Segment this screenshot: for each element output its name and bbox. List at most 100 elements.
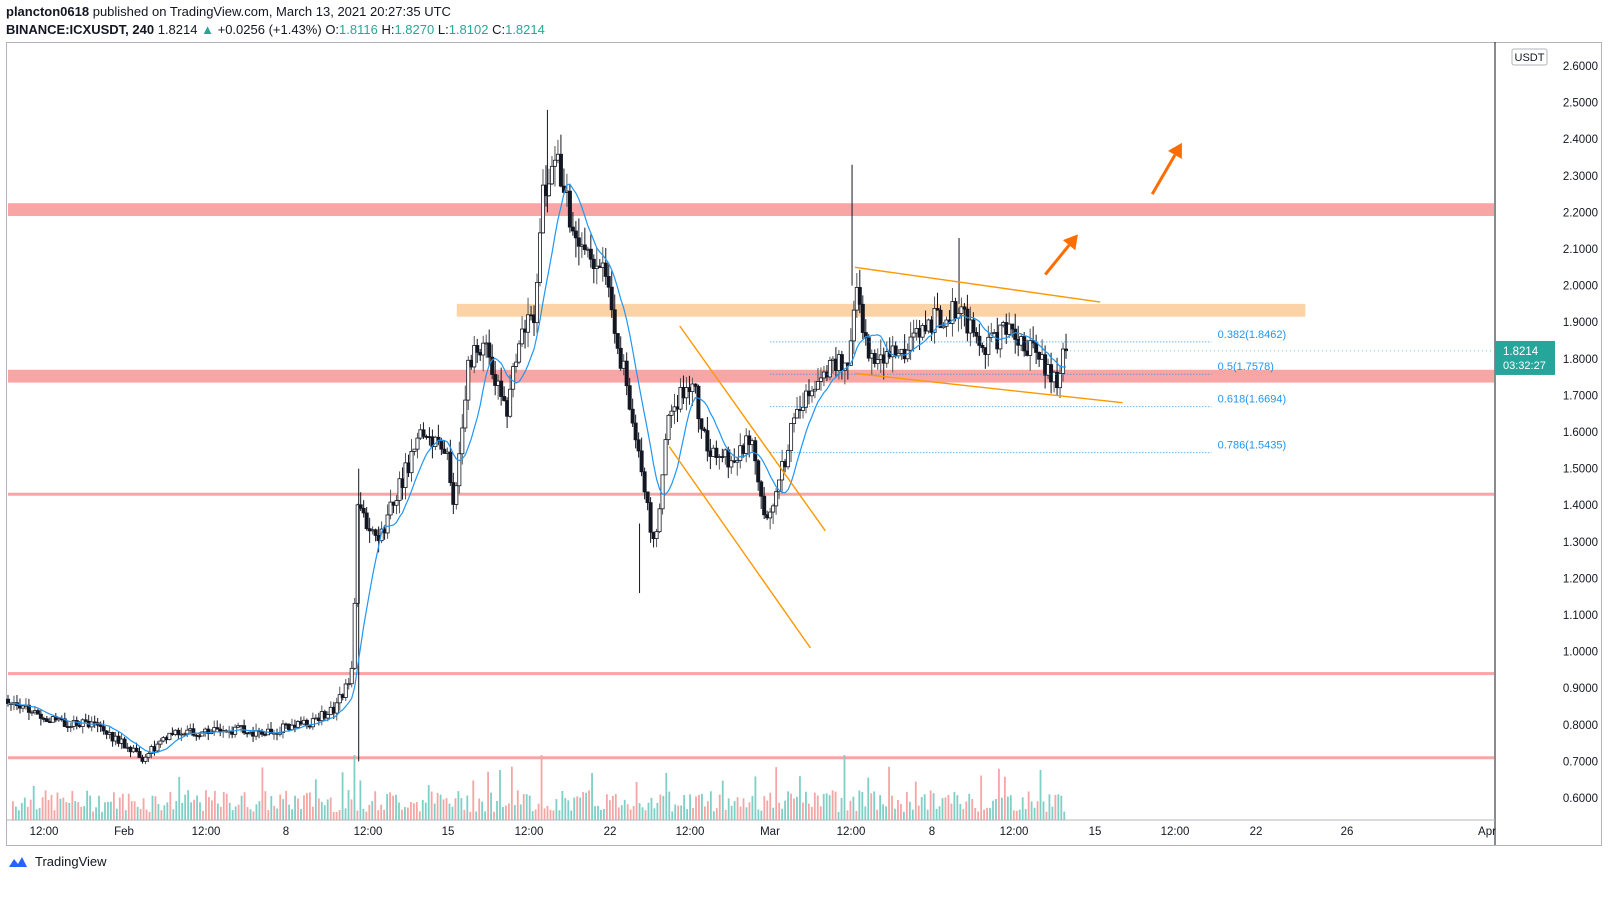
candle: [526, 297, 531, 348]
volume-bar: [825, 793, 828, 820]
volume-bar: [193, 799, 195, 820]
volume-bar: [974, 808, 977, 820]
time-tick-label: 12:00: [676, 826, 705, 838]
last-price-tag: [1495, 340, 1555, 375]
candle: [487, 329, 492, 366]
volume-bar: [567, 800, 570, 820]
candle: [804, 384, 809, 414]
candle: [44, 715, 49, 722]
volume-bar: [983, 809, 985, 820]
volume-bar: [807, 803, 810, 820]
volume-bar: [626, 804, 629, 820]
volume-bar: [92, 811, 94, 820]
volume-bar: [769, 792, 772, 820]
candle: [490, 344, 495, 380]
arrow-head-icon-1: [1167, 142, 1182, 159]
volume-bar: [876, 809, 879, 820]
chart-pane[interactable]: [6, 42, 1602, 846]
volume-bar: [190, 802, 192, 820]
candle: [493, 360, 498, 396]
tradingview-brand: TradingView: [35, 854, 107, 869]
candle: [606, 263, 611, 298]
candle-body: [792, 417, 797, 424]
candle-body: [606, 276, 611, 288]
candle-body: [358, 504, 363, 509]
candle: [768, 507, 773, 530]
volume-bar: [950, 803, 953, 820]
candle: [158, 738, 163, 748]
volume-bar: [237, 804, 240, 820]
volume-bar: [650, 797, 653, 820]
price-tick-label: 1.2000: [1563, 573, 1598, 585]
candle-body: [182, 733, 187, 736]
candle-body: [385, 514, 390, 534]
price-tick-label: 1.3000: [1563, 537, 1598, 549]
volume-bar: [635, 781, 638, 820]
volume-bar: [873, 791, 876, 820]
price-tick-label: 0.6000: [1563, 793, 1598, 805]
volume-bar: [763, 796, 766, 820]
candle-body: [137, 751, 142, 758]
volume-bar: [772, 807, 775, 820]
volume-bar: [175, 801, 178, 820]
publish-info: plancton0618 published on TradingView.co…: [6, 4, 451, 19]
candle: [827, 356, 832, 381]
volume-bar: [614, 794, 617, 820]
candle-body: [998, 324, 1003, 350]
volume-bar: [668, 791, 671, 820]
time-tick-label: Feb: [114, 826, 134, 838]
tradingview-logo[interactable]: TradingView: [6, 854, 107, 869]
volume-bar: [356, 810, 359, 820]
candle-body: [185, 729, 190, 735]
volume-bar: [1054, 794, 1057, 820]
candle-body: [884, 351, 889, 364]
volume-bar: [112, 792, 115, 820]
candle: [373, 528, 378, 542]
candle-body: [122, 738, 127, 749]
open-value: 1.8116: [339, 22, 378, 37]
volume-bar: [276, 808, 279, 820]
publish-date: published on TradingView.com, March 13, …: [92, 4, 451, 19]
candle-body: [851, 309, 856, 342]
candle-body: [511, 366, 516, 390]
volume-bar: [136, 806, 139, 820]
candle: [762, 486, 767, 520]
volume-bar: [389, 792, 391, 820]
volume-bar: [335, 811, 338, 820]
candle-body: [866, 337, 871, 359]
candle-body: [415, 437, 420, 450]
volume-bar: [297, 798, 299, 820]
volume-bar: [992, 800, 994, 820]
volume-bar: [151, 795, 154, 820]
candle-body: [986, 336, 991, 355]
candle-body: [570, 226, 575, 232]
volume-bar: [629, 809, 632, 820]
volume-bar: [199, 802, 201, 820]
candle-body: [101, 726, 106, 732]
volume-bar: [475, 811, 478, 820]
author-name[interactable]: plancton0618: [6, 4, 90, 19]
candle-body: [630, 408, 635, 424]
volume-bar: [692, 807, 694, 820]
volume-bar: [368, 804, 371, 820]
volume-bar: [644, 810, 647, 820]
time-tick-label: 12:00: [515, 826, 544, 838]
price-tick-label: 1.8000: [1563, 354, 1598, 366]
volume-bar: [454, 798, 457, 820]
last-price-countdown: 03:32:27: [1503, 360, 1546, 372]
volume-bar: [1045, 811, 1048, 820]
candle: [1034, 334, 1039, 365]
candle: [122, 736, 127, 749]
volume-bar: [926, 809, 929, 820]
candle-body: [795, 409, 800, 419]
volume-bar: [784, 800, 786, 820]
volume-bar: [496, 800, 498, 820]
volume-bar: [404, 807, 406, 820]
candle-body: [20, 705, 25, 709]
candle: [364, 507, 369, 531]
symbol-title[interactable]: BINANCE:ICXUSDT, 240: [6, 22, 155, 37]
candle: [998, 324, 1003, 358]
volume-bar: [751, 796, 754, 820]
candle: [603, 247, 608, 285]
